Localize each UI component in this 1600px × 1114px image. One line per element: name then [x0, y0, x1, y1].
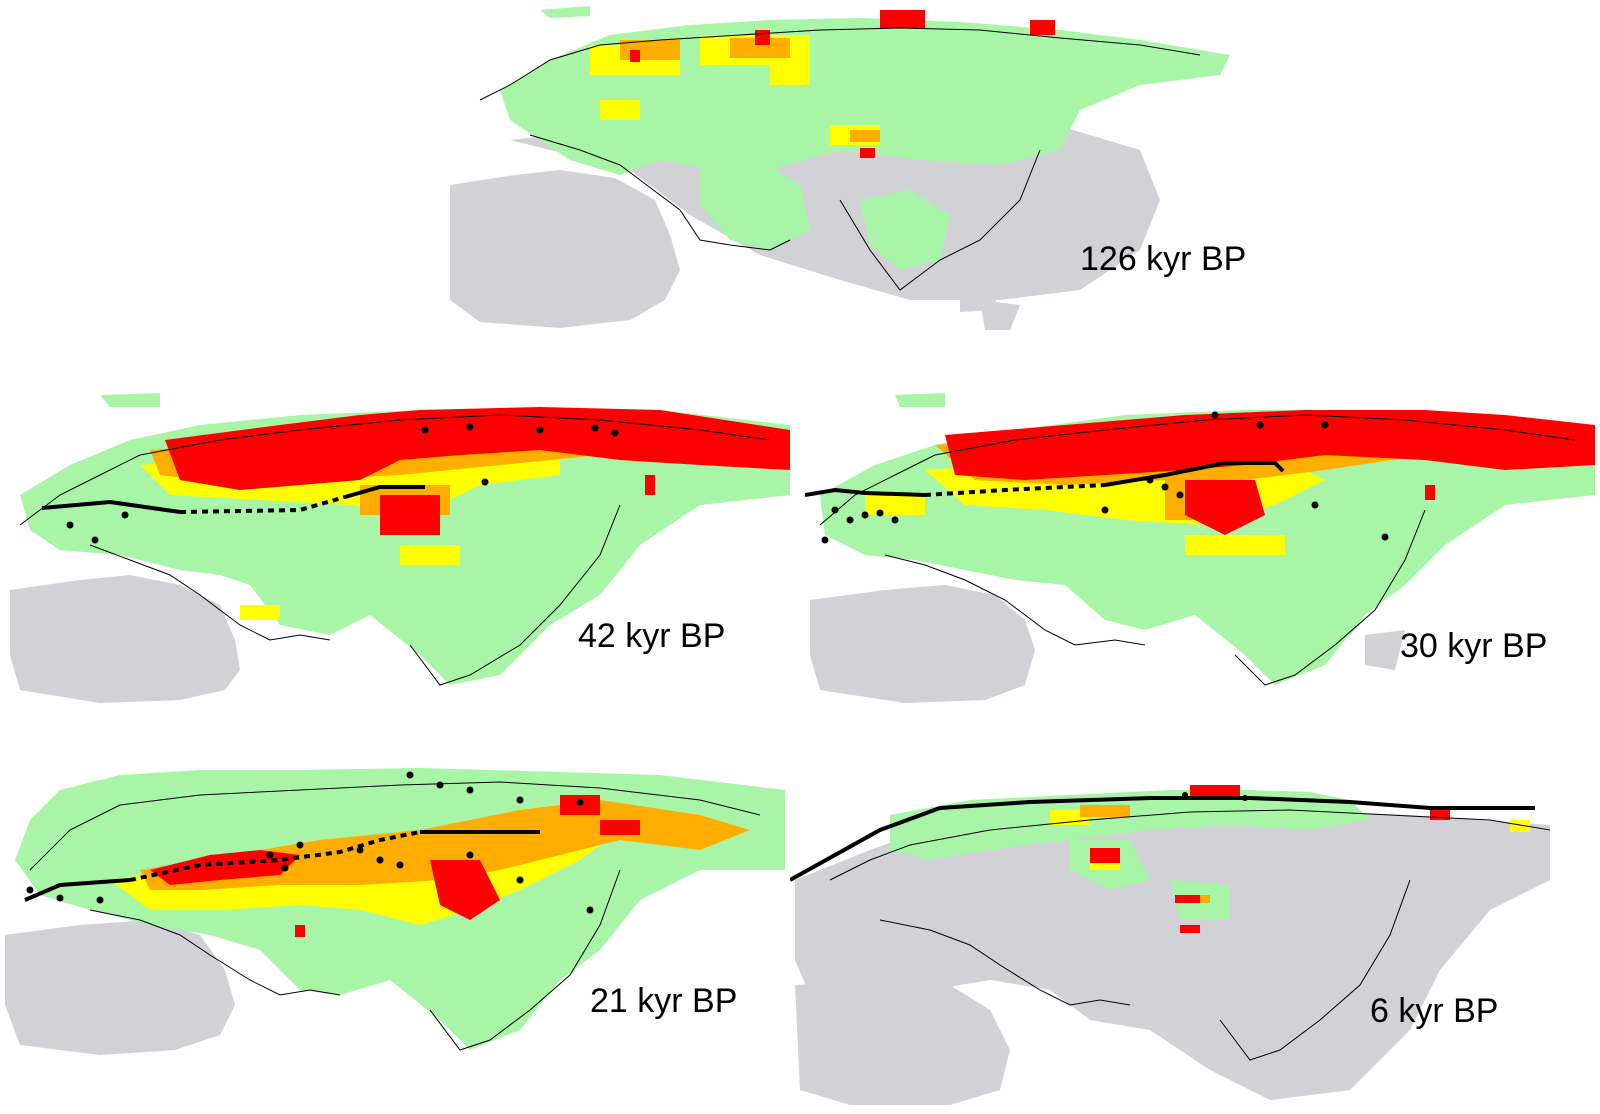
range-line-solid [790, 796, 1535, 882]
time-label: 42 kyr BP [578, 617, 726, 655]
highest-suitability-area [630, 10, 1055, 158]
map-panel-126: 126 kyr BP [440, 0, 1246, 335]
eurasia-map-42 [10, 393, 790, 703]
map-panel-30: 30 kyr BP [805, 385, 1600, 715]
map-panel-42: 42 kyr BP [0, 385, 795, 715]
fossil-sites [821, 411, 1389, 544]
range-line-solid-west [24, 878, 131, 902]
time-label: 126 kyr BP [1080, 240, 1247, 278]
eurasia-map-21 [5, 768, 785, 1055]
range-line-solid-west [805, 487, 926, 497]
coastline [819, 414, 1576, 686]
map-panel-21: 21 kyr BP [0, 760, 795, 1114]
highest-suitability-area [150, 795, 640, 937]
time-label: 6 kyr BP [1370, 992, 1499, 1030]
coastline [19, 414, 771, 686]
low-suitability-area [500, 6, 1230, 270]
coastline [829, 809, 1551, 1061]
fossil-sites [1182, 792, 1248, 801]
coastline [479, 27, 1201, 291]
range-line-solid-west [41, 499, 181, 514]
range-line-solid-east [1104, 461, 1285, 487]
coastline [29, 781, 761, 1051]
highest-suitability-area [945, 410, 1595, 535]
eurasia-map-6 [790, 785, 1551, 1105]
fossil-sites [66, 423, 619, 544]
range-line-dashed [924, 483, 1106, 497]
range-line-dashed [129, 830, 421, 882]
time-label: 30 kyr BP [1400, 627, 1548, 665]
eurasia-map-126 [450, 6, 1230, 330]
non-habitat-area [795, 810, 1550, 1105]
time-label: 21 kyr BP [590, 982, 738, 1020]
map-panel-6: 6 kyr BP [790, 770, 1600, 1114]
eurasia-map-30 [805, 393, 1595, 703]
fossil-sites [26, 771, 594, 914]
high-suitability-area [140, 800, 750, 890]
range-line-solid-east [344, 485, 425, 499]
